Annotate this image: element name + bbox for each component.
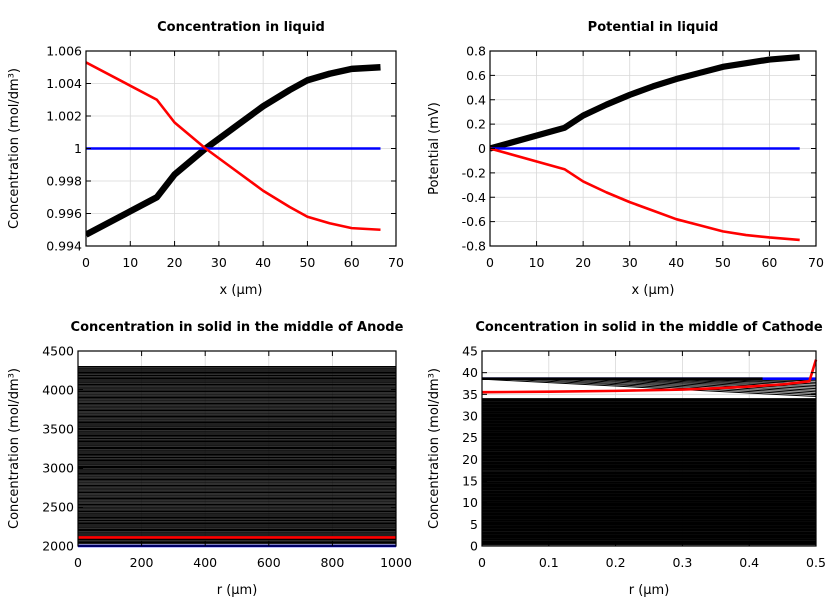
x-tick-label: 400: [193, 555, 217, 570]
y-tick-label: -0.4: [462, 190, 486, 205]
series-line-3: [482, 359, 818, 394]
x-tick-label: 1000: [380, 555, 412, 570]
x-tick-label: 0.2: [606, 555, 626, 570]
x-tick-label: 50: [715, 255, 731, 270]
x-tick-label: 0.4: [739, 555, 759, 570]
y-tick-label: 25: [462, 430, 478, 445]
x-tick-label: 30: [622, 255, 638, 270]
x-tick-label: 50: [299, 255, 315, 270]
y-tick-label: 35: [462, 387, 478, 402]
y-tick-label: 4000: [42, 383, 74, 398]
x-tick-label: 0.5: [806, 555, 826, 570]
y-tick-label: -0.8: [462, 239, 486, 254]
y-tick-label: 0.998: [46, 174, 82, 189]
x-tick-label: 20: [575, 255, 591, 270]
y-tick-label: -0.6: [462, 214, 486, 229]
x-axis-label: x (µm): [220, 283, 263, 298]
y-tick-label: 5: [470, 517, 478, 532]
y-axis-label: Potential (mV): [427, 102, 442, 195]
y-tick-label: 3500: [42, 422, 74, 437]
y-tick-label: 1.004: [46, 76, 82, 91]
subplot-1: 0 10 20 30 40 50 60 70 0.994 0.996 0.998 1 1.002 1.00…: [7, 20, 404, 298]
series-line-sloped: [552, 378, 817, 393]
chart-title: Concentration in liquid: [157, 20, 325, 35]
y-tick-label: 1.006: [46, 44, 82, 59]
plot-area: [86, 61, 381, 238]
series-line-sloped: [529, 378, 817, 394]
y-tick-label: 0.2: [466, 117, 486, 132]
x-axis-label: r (µm): [217, 583, 258, 598]
series-line-sloped: [623, 378, 817, 388]
y-tick-label: 2000: [42, 539, 74, 554]
axes-frame: [481, 350, 817, 547]
y-tick-label: 3000: [42, 461, 74, 476]
y-tick-label: 0: [470, 539, 478, 554]
y-tick-label: 0.996: [46, 206, 82, 221]
y-tick-label: 40: [462, 365, 478, 380]
y-axis-label: Concentration (mol/dm³): [427, 368, 442, 529]
x-tick-label: 0.3: [672, 555, 692, 570]
subplot-4: 0 0.1 0.2 0.3 0.4 0.5 0 5 10 15 20 25 30 35 40 45 Concen…: [427, 320, 826, 598]
y-tick-label: 2500: [42, 500, 74, 515]
y-tick-label: 0: [478, 141, 486, 156]
x-tick-label: 60: [344, 255, 360, 270]
plot-area: [490, 54, 800, 242]
chart-title: Potential in liquid: [588, 20, 719, 35]
x-tick-label: 20: [167, 255, 183, 270]
x-tick-label: 0: [486, 255, 494, 270]
x-axis-label: r (µm): [629, 583, 670, 598]
x-tick-label: 0.1: [539, 555, 559, 570]
series-line-sloped: [482, 378, 817, 397]
y-tick-label: 1: [74, 141, 82, 156]
axes-frame: [77, 350, 397, 547]
x-tick-label: 40: [668, 255, 684, 270]
y-tick-label: 4500: [42, 344, 74, 359]
x-axis-label: x (µm): [632, 283, 675, 298]
x-tick-label: 0: [82, 255, 90, 270]
x-tick-label: 0: [478, 555, 486, 570]
x-tick-label: 200: [130, 555, 154, 570]
chart-title: Concentration in solid in the middle of …: [71, 320, 404, 335]
y-axis-label: Concentration (mol/dm³): [7, 68, 22, 229]
x-tick-label: 70: [808, 255, 824, 270]
subplot-3: 0 200 400 600 800 1000 2000 2500 3000 3500 4000 450…: [7, 320, 412, 598]
plot-area: [78, 366, 396, 548]
y-tick-label: 10: [462, 495, 478, 510]
series-line-sloped: [505, 378, 817, 396]
y-tick-label: 0.8: [466, 44, 486, 59]
y-tick-label: 30: [462, 409, 478, 424]
x-tick-label: 30: [211, 255, 227, 270]
x-tick-label: 10: [529, 255, 545, 270]
subplot-2: 0 10 20 30 40 50 60 70 -0.8 -0.6 -0.4 -0.2 0 0.2 0.4 0.…: [427, 20, 824, 298]
series-line-1: [86, 64, 381, 238]
y-tick-label: 15: [462, 474, 478, 489]
series-line-3: [86, 61, 381, 232]
y-tick-label: 20: [462, 452, 478, 467]
x-tick-label: 40: [255, 255, 271, 270]
plot-area: [482, 359, 818, 546]
y-tick-label: -0.2: [462, 165, 486, 180]
chart-title: Concentration in solid in the middle of …: [475, 320, 823, 335]
x-tick-label: 600: [257, 555, 281, 570]
y-tick-label: 0.6: [466, 68, 486, 83]
series-line-sloped: [576, 378, 817, 391]
x-tick-label: 70: [388, 255, 404, 270]
series-line-sloped: [600, 378, 817, 390]
y-tick-label: 1.002: [46, 109, 82, 124]
series-line-1: [490, 54, 800, 152]
x-tick-label: 800: [320, 555, 344, 570]
x-tick-label: 60: [761, 255, 777, 270]
y-tick-label: 0.994: [46, 239, 82, 254]
series-line-3: [490, 147, 800, 242]
y-axis-label: Concentration (mol/dm³): [7, 368, 22, 529]
x-tick-label: 10: [122, 255, 138, 270]
y-tick-label: 0.4: [466, 92, 486, 107]
x-tick-label: 0: [74, 555, 82, 570]
y-tick-label: 45: [462, 344, 478, 359]
